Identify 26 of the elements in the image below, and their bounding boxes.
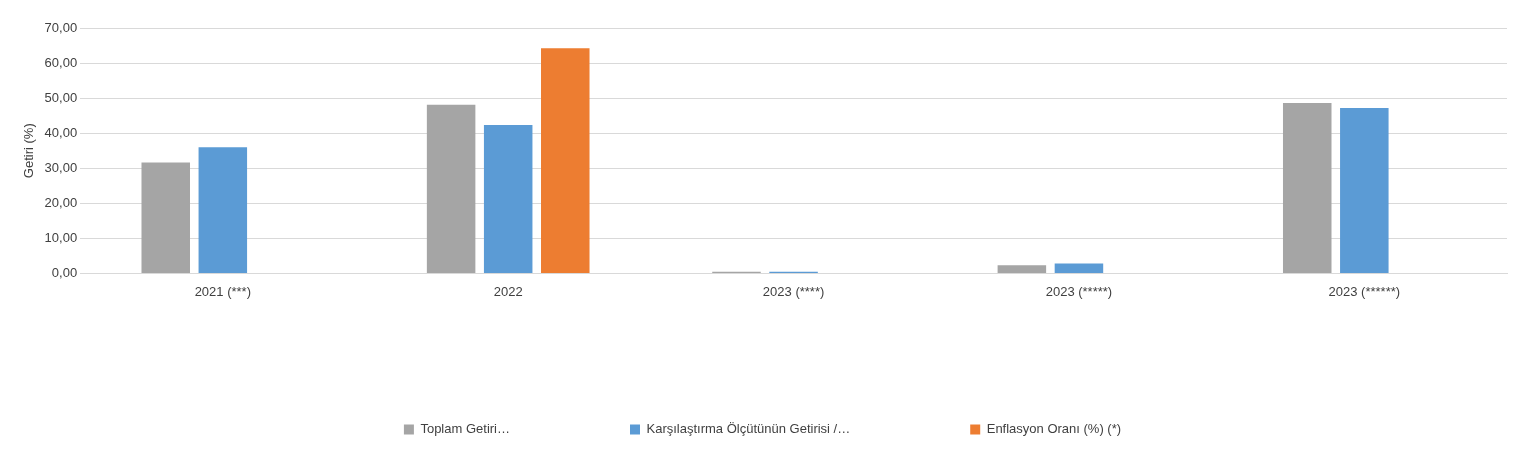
bar	[1054, 263, 1104, 273]
bar	[997, 265, 1047, 273]
x-tick-label: 2023 (****)	[762, 283, 825, 299]
y-tick-label: 50,00	[44, 89, 78, 105]
y-tick-label: 60,00	[44, 54, 78, 70]
legend-label: Karşılaştırma Ölçütünün Getirisi /…	[646, 421, 851, 437]
bar	[541, 48, 590, 273]
y-axis-title: Getiri (%)	[21, 123, 37, 179]
bar	[1340, 107, 1389, 273]
y-tick-label: 70,00	[44, 19, 78, 35]
y-tick-label: 0,00	[51, 264, 78, 280]
bar	[1282, 103, 1332, 273]
bar	[426, 104, 476, 273]
bar	[141, 162, 190, 273]
y-tick-label: 40,00	[44, 124, 78, 140]
y-tick-label: 10,00	[44, 229, 78, 245]
legend-label: Enflasyon Oranı (%) (*)	[986, 421, 1122, 437]
x-tick-label: 2021 (***)	[194, 283, 252, 299]
x-tick-label: 2022	[493, 283, 523, 299]
y-tick-label: 20,00	[44, 194, 78, 210]
y-tick-label: 30,00	[44, 159, 78, 175]
x-tick-label: 2023 (******)	[1328, 283, 1401, 299]
bar	[198, 147, 248, 273]
x-tick-label: 2023 (*****)	[1045, 283, 1113, 299]
bar	[483, 125, 533, 273]
legend-label: Toplam Getiri…	[420, 421, 510, 437]
